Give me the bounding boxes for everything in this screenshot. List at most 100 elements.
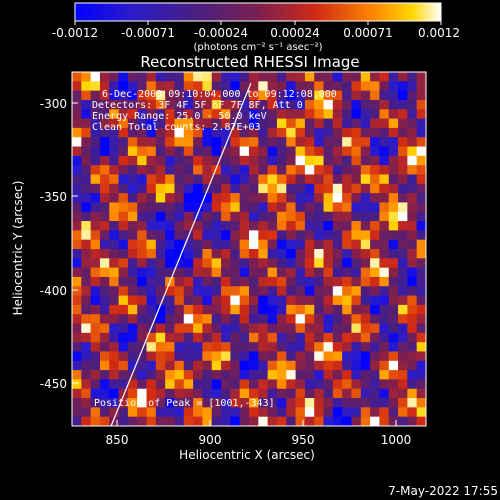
heatmap-cell [323,174,334,185]
heatmap-cell [81,202,92,213]
heatmap-cell [276,127,287,138]
heatmap-cell [155,183,166,194]
heatmap-cell [323,127,334,138]
heatmap-cell [416,398,426,408]
heatmap-cell [398,342,408,352]
heatmap-cell [249,118,259,129]
heatmap-cell [118,332,129,343]
heatmap-cell [230,99,241,110]
heatmap-cell [276,249,287,259]
heatmap-cell [239,155,250,166]
heatmap-cell [388,398,399,408]
heatmap-cell [137,323,147,334]
heatmap-cell [137,416,147,426]
heatmap-cell [90,137,101,147]
heatmap-cell [81,286,92,296]
heatmap-cell [304,407,315,418]
heatmap-cell [370,360,380,371]
heatmap-cell [239,304,250,315]
heatmap-cell [249,202,259,213]
heatmap-cell [342,109,352,119]
heatmap-cell [276,286,287,296]
heatmap-cell [398,323,408,334]
heatmap-cell [304,193,315,203]
heatmap-cell [221,314,231,324]
heatmap-cell [314,183,324,194]
heatmap-cell [239,211,250,222]
heatmap-cell [267,81,278,92]
heatmap-cell [249,267,259,278]
heatmap-cell [351,258,362,269]
heatmap-cell [174,230,185,241]
heatmap-cell [416,193,426,203]
heatmap-cell [407,323,418,334]
heatmap-cell [379,99,390,110]
heatmap-cell [193,127,203,138]
heatmap-cell [388,370,399,380]
heatmap-cell [342,398,352,408]
heatmap-cell [221,202,231,213]
heatmap-cell [304,342,315,352]
heatmap-cell [174,304,185,315]
heatmap-cell [286,295,296,306]
heatmap-cell [314,239,324,250]
heatmap-cell [304,286,315,296]
heatmap-cell [323,370,334,380]
heatmap-cell [193,314,203,324]
heatmap-cell [118,276,129,287]
heatmap-cell [174,286,185,296]
heatmap-cells [72,72,426,426]
heatmap-cell [379,165,390,175]
heatmap-cell [286,258,296,269]
heatmap-cell [118,388,129,399]
heatmap-cell [118,416,129,426]
heatmap-cell [137,230,147,241]
heatmap-cell [165,174,175,185]
heatmap-cell [416,258,426,269]
heatmap-cell [193,388,203,399]
heatmap-cell [193,360,203,371]
heatmap-cell [202,360,213,371]
heatmap-cell [118,202,129,213]
heatmap-cell [360,286,371,296]
heatmap-cell [193,118,203,129]
heatmap-cell [351,314,362,324]
heatmap-cell [398,351,408,362]
heatmap-cell [407,360,418,371]
heatmap-cell [90,230,101,241]
heatmap-cell [332,258,343,269]
heatmap-cell [211,249,222,259]
heatmap-cell [183,370,194,380]
heatmap-cell [221,286,231,296]
heatmap-cell [398,239,408,250]
heatmap-cell [276,416,287,426]
heatmap-cell [276,183,287,194]
heatmap-cell [332,398,343,408]
heatmap-cell [90,239,101,250]
heatmap-cell [72,99,82,110]
heatmap-cell [295,323,306,334]
heatmap-cell [332,137,343,147]
heatmap-cell [360,127,371,138]
heatmap-cell [109,295,119,306]
heatmap-cell [258,230,269,241]
heatmap-cell [221,221,231,231]
heatmap-cell [342,332,352,343]
heatmap-cell [407,351,418,362]
heatmap-cell [276,304,287,315]
heatmap-cell [81,304,92,315]
heatmap-cell [137,332,147,343]
heatmap-cell [230,109,241,119]
heatmap-cell [211,72,222,82]
heatmap-cell [99,342,110,352]
heatmap-cell [90,202,101,213]
heatmap-cell [295,267,306,278]
heatmap-cell [398,155,408,166]
heatmap-cell [183,304,194,315]
heatmap-cell [342,267,352,278]
heatmap-cell [81,146,92,157]
heatmap-cell [211,211,222,222]
colorbar-fill [74,2,442,22]
heatmap-cell [416,118,426,129]
heatmap-cell [398,127,408,138]
